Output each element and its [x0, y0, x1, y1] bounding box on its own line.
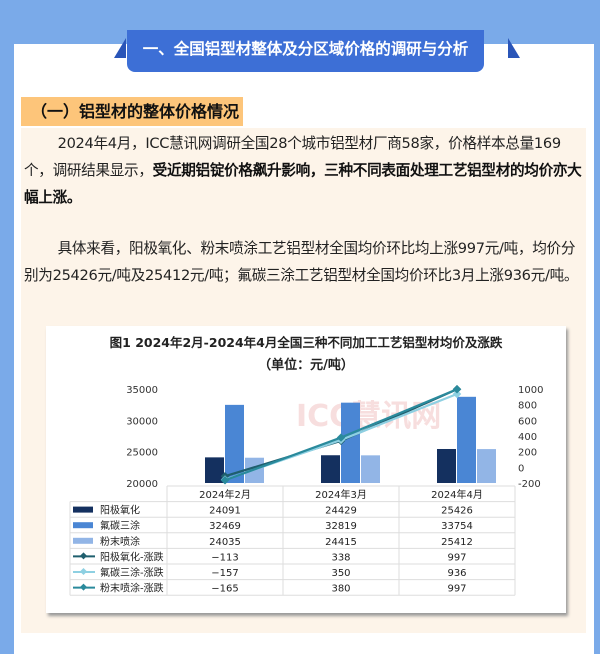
table-cell: 24091	[209, 506, 241, 517]
point-氟碳三涂-涨跌	[452, 389, 462, 399]
bar-氟碳三涂	[225, 404, 244, 483]
y-right-tick: 200	[518, 448, 537, 459]
table-cell: 350	[331, 568, 350, 579]
table-cell: 32819	[325, 521, 357, 532]
table-header-cell: 2024年4月	[431, 488, 483, 501]
legend-label: 氟碳三涂-涨跌	[100, 566, 164, 579]
legend-marker	[79, 567, 88, 576]
legend-label: 氟碳三涂	[100, 519, 140, 532]
table-cell: 25426	[441, 506, 473, 517]
section-title: 一、全国铝型材整体及分区域价格的调研与分析	[127, 30, 484, 72]
point-粉末喷涂-涨跌	[336, 433, 346, 442]
paragraph-1-bold: 受近期铝锭价格飙升影响，三种不同表面处理工艺铝型材的均价亦大幅上涨。	[24, 162, 582, 206]
y-right-tick: 800	[518, 401, 537, 412]
table-cell: 380	[331, 584, 350, 595]
legend-swatch	[73, 506, 93, 513]
legend-marker	[79, 583, 88, 591]
legend-label: 粉末喷涂-涨跌	[100, 582, 164, 595]
bar-阳极氧化	[437, 448, 456, 483]
chart-figure: 图1 2024年2月-2024年4月全国三种不同加工工艺铝型材均价及涨跌 （单位…	[46, 326, 566, 613]
legend-label: 阳极氧化	[100, 504, 140, 517]
chart-subtitle: （单位：元/吨）	[258, 358, 354, 373]
y-right-tick: 400	[518, 432, 537, 443]
paragraph-1: 2024年4月，ICC慧讯网调研全国28个城市铝型材厂商58家，价格样本总量16…	[24, 130, 586, 211]
table-cell: 997	[447, 584, 466, 595]
bar-阳极氧化	[321, 455, 340, 483]
table-cell: 24415	[325, 537, 357, 548]
point-粉末喷涂-涨跌	[452, 384, 462, 394]
table-cell: 33754	[441, 521, 473, 532]
table-header-cell: 2024年3月	[315, 488, 367, 501]
table-cell: 24035	[209, 537, 241, 548]
subsection-title: （一）铝型材的整体价格情况	[21, 97, 243, 126]
y-right-tick: -200	[518, 479, 541, 490]
table-cell: −165	[211, 584, 238, 595]
y-left-tick: 20000	[126, 479, 158, 490]
bar-粉末喷涂	[361, 455, 380, 483]
table-cell: −113	[211, 552, 238, 563]
bar-氟碳三涂	[341, 402, 360, 483]
paragraph-2: 具体来看，阳极氧化、粉末喷涂工艺铝型材全国均价环比均上涨997元/吨，均价分别为…	[24, 240, 579, 284]
y-left-tick: 25000	[126, 448, 158, 459]
table-cell: 25412	[441, 537, 473, 548]
y-right-tick: 1000	[518, 385, 543, 396]
y-left-tick: 35000	[126, 385, 158, 396]
legend-label: 粉末喷涂	[100, 535, 140, 548]
table-header-cell: 2024年2月	[199, 488, 251, 501]
body-text: 2024年4月，ICC慧讯网调研全国28个城市铝型材厂商58家，价格样本总量16…	[24, 130, 586, 324]
table-cell: 936	[447, 568, 466, 579]
table-cell: 32469	[209, 521, 241, 532]
chart-svg: ICC慧讯网3500030000250002000010008006004002…	[69, 384, 543, 596]
point-粉末喷涂-涨跌	[220, 476, 230, 485]
y-right-tick: 600	[518, 416, 537, 427]
legend-swatch	[73, 522, 93, 529]
legend-marker	[79, 552, 88, 560]
table-cell: −157	[211, 568, 238, 579]
table-cell: 997	[447, 552, 466, 563]
bar-氟碳三涂	[457, 396, 476, 483]
paragraph-1-text: 2024年4月，ICC慧讯网调研全国28个城市铝型材厂商58家，价格样本总量16…	[24, 135, 561, 179]
chart-title: 图1 2024年2月-2024年4月全国三种不同加工工艺铝型材均价及涨跌	[109, 335, 503, 350]
legend-swatch	[73, 537, 93, 544]
bar-粉末喷涂	[477, 449, 496, 483]
table-cell: 338	[331, 552, 350, 563]
table-cell: 24429	[325, 506, 357, 517]
y-right-tick: 0	[518, 463, 524, 474]
y-left-tick: 30000	[126, 416, 158, 427]
legend-label: 阳极氧化-涨跌	[100, 550, 164, 563]
bar-阳极氧化	[205, 457, 224, 483]
